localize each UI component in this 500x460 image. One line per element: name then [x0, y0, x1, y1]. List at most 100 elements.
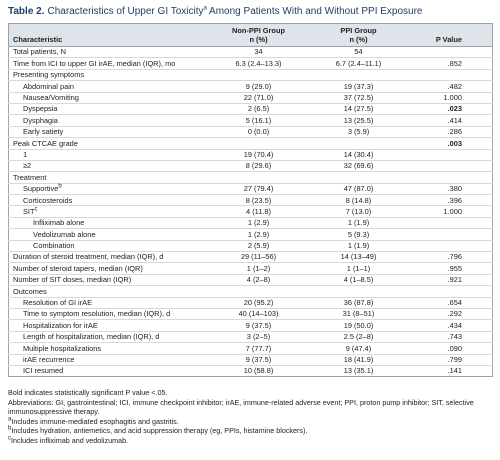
characteristic-label: Dyspepsia [23, 104, 58, 114]
ppi-cell: 14 (30.4) [308, 148, 409, 161]
non-ppi-cell: 1 (1–2) [208, 262, 309, 275]
table-row: Dyspepsia 2 (6.5) 14 (27.5) .023 [8, 102, 493, 115]
characteristic-label: Infliximab alone [33, 218, 85, 228]
ppi-cell: 36 (87.8) [308, 296, 409, 309]
non-ppi-cell: 1 (2.9) [208, 216, 309, 229]
table-row: 1 19 (70.4) 14 (30.4) [8, 148, 493, 161]
characteristic-cell: Dyspepsia [8, 102, 209, 115]
table-row: Peak CTCAE grade .003 [8, 137, 493, 150]
ppi-cell: 4 (1–8.5) [308, 273, 409, 286]
table-row: Infliximab alone 1 (2.9) 1 (1.9) [8, 216, 493, 229]
non-ppi-cell: 9 (37.5) [208, 353, 309, 366]
footnote: bIncludes hydration, antiemetics, and ac… [8, 426, 492, 436]
table-row: Duration of steroid treatment, median (I… [8, 251, 493, 263]
non-ppi-cell: 8 (23.5) [208, 194, 309, 206]
non-ppi-cell: 4 (2–8) [208, 273, 309, 286]
footnote-text: Includes infliximab and vedolizumab. [11, 435, 129, 445]
characteristic-cell: Multiple hospitalizations [8, 342, 209, 355]
characteristic-cell: irAE recurrence [8, 353, 209, 366]
header-row: Characteristic Non-PPI Group n (%) PPI Gr… [8, 23, 493, 47]
p-value-cell [408, 216, 493, 229]
characteristic-label: Number of SIT doses, median (IQR) [13, 275, 132, 285]
ppi-cell: 13 (35.1) [308, 364, 409, 377]
non-ppi-cell [208, 285, 309, 298]
characteristic-label: ICI resumed [23, 366, 64, 376]
ppi-cell: 2.5 (2–8) [308, 330, 409, 343]
p-value-cell [408, 228, 493, 241]
characteristic-cell: Duration of steroid treatment, median (I… [8, 251, 209, 263]
column-header: Characteristic [8, 23, 209, 47]
table-row: Resolution of GI irAE 20 (95.2) 36 (87.8).… [8, 296, 493, 309]
footnote-text: Abbreviations: GI, gastrointestinal; ICI… [8, 397, 474, 417]
ppi-cell: 54 [308, 45, 409, 58]
characteristic-cell: Total patients, N [8, 45, 209, 58]
header-line: n (%) [249, 35, 268, 44]
footnote: aIncludes immune-mediated esophagitis an… [8, 416, 492, 427]
characteristic-label: Time to symptom resolution, median (IQR)… [23, 309, 171, 319]
ppi-cell: 6.7 (2.4–11.1) [308, 57, 409, 70]
p-value-cell: .482 [408, 80, 493, 93]
characteristic-cell: Abdominal pain [8, 80, 209, 93]
table-row: Early satiety 0 (0.0) 3 (5.9) .286 [8, 125, 493, 138]
table-row: Vedolizumab alone 1 (2.9) 5 (9.3) [8, 228, 493, 241]
characteristic-cell: Combination [8, 239, 209, 252]
table-row: Dysphagia 5 (16.1) 13 (25.5) .414 [8, 114, 493, 127]
table-row: ICI resumed 10 (58.8) 13 (35.1) .141 [8, 364, 493, 377]
non-ppi-cell: 34 [208, 45, 309, 58]
characteristic-label: ≥2 [23, 161, 32, 171]
ppi-cell: 13 (25.5) [308, 114, 409, 127]
p-value-cell: .023 [408, 102, 493, 115]
non-ppi-cell: 20 (95.2) [208, 296, 309, 309]
p-value-cell: .921 [408, 273, 493, 286]
characteristic-label: Hospitalization for irAE [23, 320, 98, 330]
title-text: Characteristics of Upper GI Toxicity [47, 6, 204, 17]
column-header: Non-PPI Group n (%) [208, 23, 309, 47]
p-value-cell [408, 68, 493, 81]
table-row: Time from ICI to upper GI irAE, median (… [8, 57, 493, 70]
table-head: Characteristic Non-PPI Group n (%) PPI Gr… [8, 23, 493, 47]
footnote-mark: b [58, 183, 62, 190]
non-ppi-cell: 5 (16.1) [208, 114, 309, 127]
ppi-cell: 7 (13.0) [308, 205, 409, 218]
non-ppi-cell: 3 (2–5) [208, 330, 309, 343]
table-row: Length of hospitalization, median (IQR),… [8, 330, 493, 343]
ppi-cell: 3 (5.9) [308, 125, 409, 138]
ppi-cell: 9 (47.4) [308, 342, 409, 355]
characteristic-label: Nausea/Vomiting [23, 93, 79, 102]
non-ppi-cell: 1 (2.9) [208, 228, 309, 241]
table-row: Total patients, N 34 54 [8, 45, 493, 58]
characteristic-label: Presenting symptoms [13, 70, 85, 80]
characteristic-label: Duration of steroid treatment, median (I… [13, 252, 164, 262]
non-ppi-cell: 27 (79.4) [208, 182, 309, 195]
non-ppi-cell: 2 (5.9) [208, 239, 309, 252]
characteristic-label: Vedolizumab alone [33, 229, 96, 239]
ppi-cell [308, 68, 409, 81]
table-row: ≥2 8 (29.6) 32 (69.6) [8, 159, 493, 172]
footnote: Bold indicates statistically significant… [8, 388, 492, 398]
non-ppi-cell: 8 (29.6) [208, 159, 309, 172]
characteristic-label: Dysphagia [23, 115, 58, 125]
characteristic-cell: Length of hospitalization, median (IQR),… [8, 330, 209, 343]
non-ppi-cell: 29 (11–56) [208, 251, 309, 263]
characteristic-label: Number of steroid tapers, median (IQR) [13, 263, 143, 273]
footnote-mark: a [8, 416, 12, 423]
table-row: SITc 4 (11.8) 7 (13.0) 1.000 [8, 205, 493, 218]
characteristic-cell: Resolution of GI irAE [8, 296, 209, 309]
p-value-cell: .743 [408, 330, 493, 343]
non-ppi-cell: 0 (0.0) [208, 125, 309, 138]
non-ppi-cell: 40 (14–103) [208, 307, 309, 320]
header-line: n (%) [349, 35, 368, 44]
characteristic-cell: Early satiety [8, 125, 209, 138]
non-ppi-cell: 2 (6.5) [208, 102, 309, 115]
table-row: irAE recurrence 9 (37.5) 18 (41.9) .799 [8, 353, 493, 366]
characteristic-label: SIT [23, 206, 35, 216]
ppi-cell: 47 (87.0) [308, 182, 409, 195]
table-row: Number of SIT doses, median (IQR) 4 (2–8)… [8, 273, 493, 286]
table-row: Supportiveb 27 (79.4) 47 (87.0) .380 [8, 182, 493, 195]
table-row: Presenting symptoms [8, 68, 493, 81]
characteristic-label: Total patients, N [13, 47, 66, 57]
characteristic-label: Outcomes [13, 286, 47, 296]
table: Characteristic Non-PPI Group n (%) PPI Gr… [8, 23, 493, 378]
footnote: Abbreviations: GI, gastrointestinal; ICI… [8, 398, 492, 417]
